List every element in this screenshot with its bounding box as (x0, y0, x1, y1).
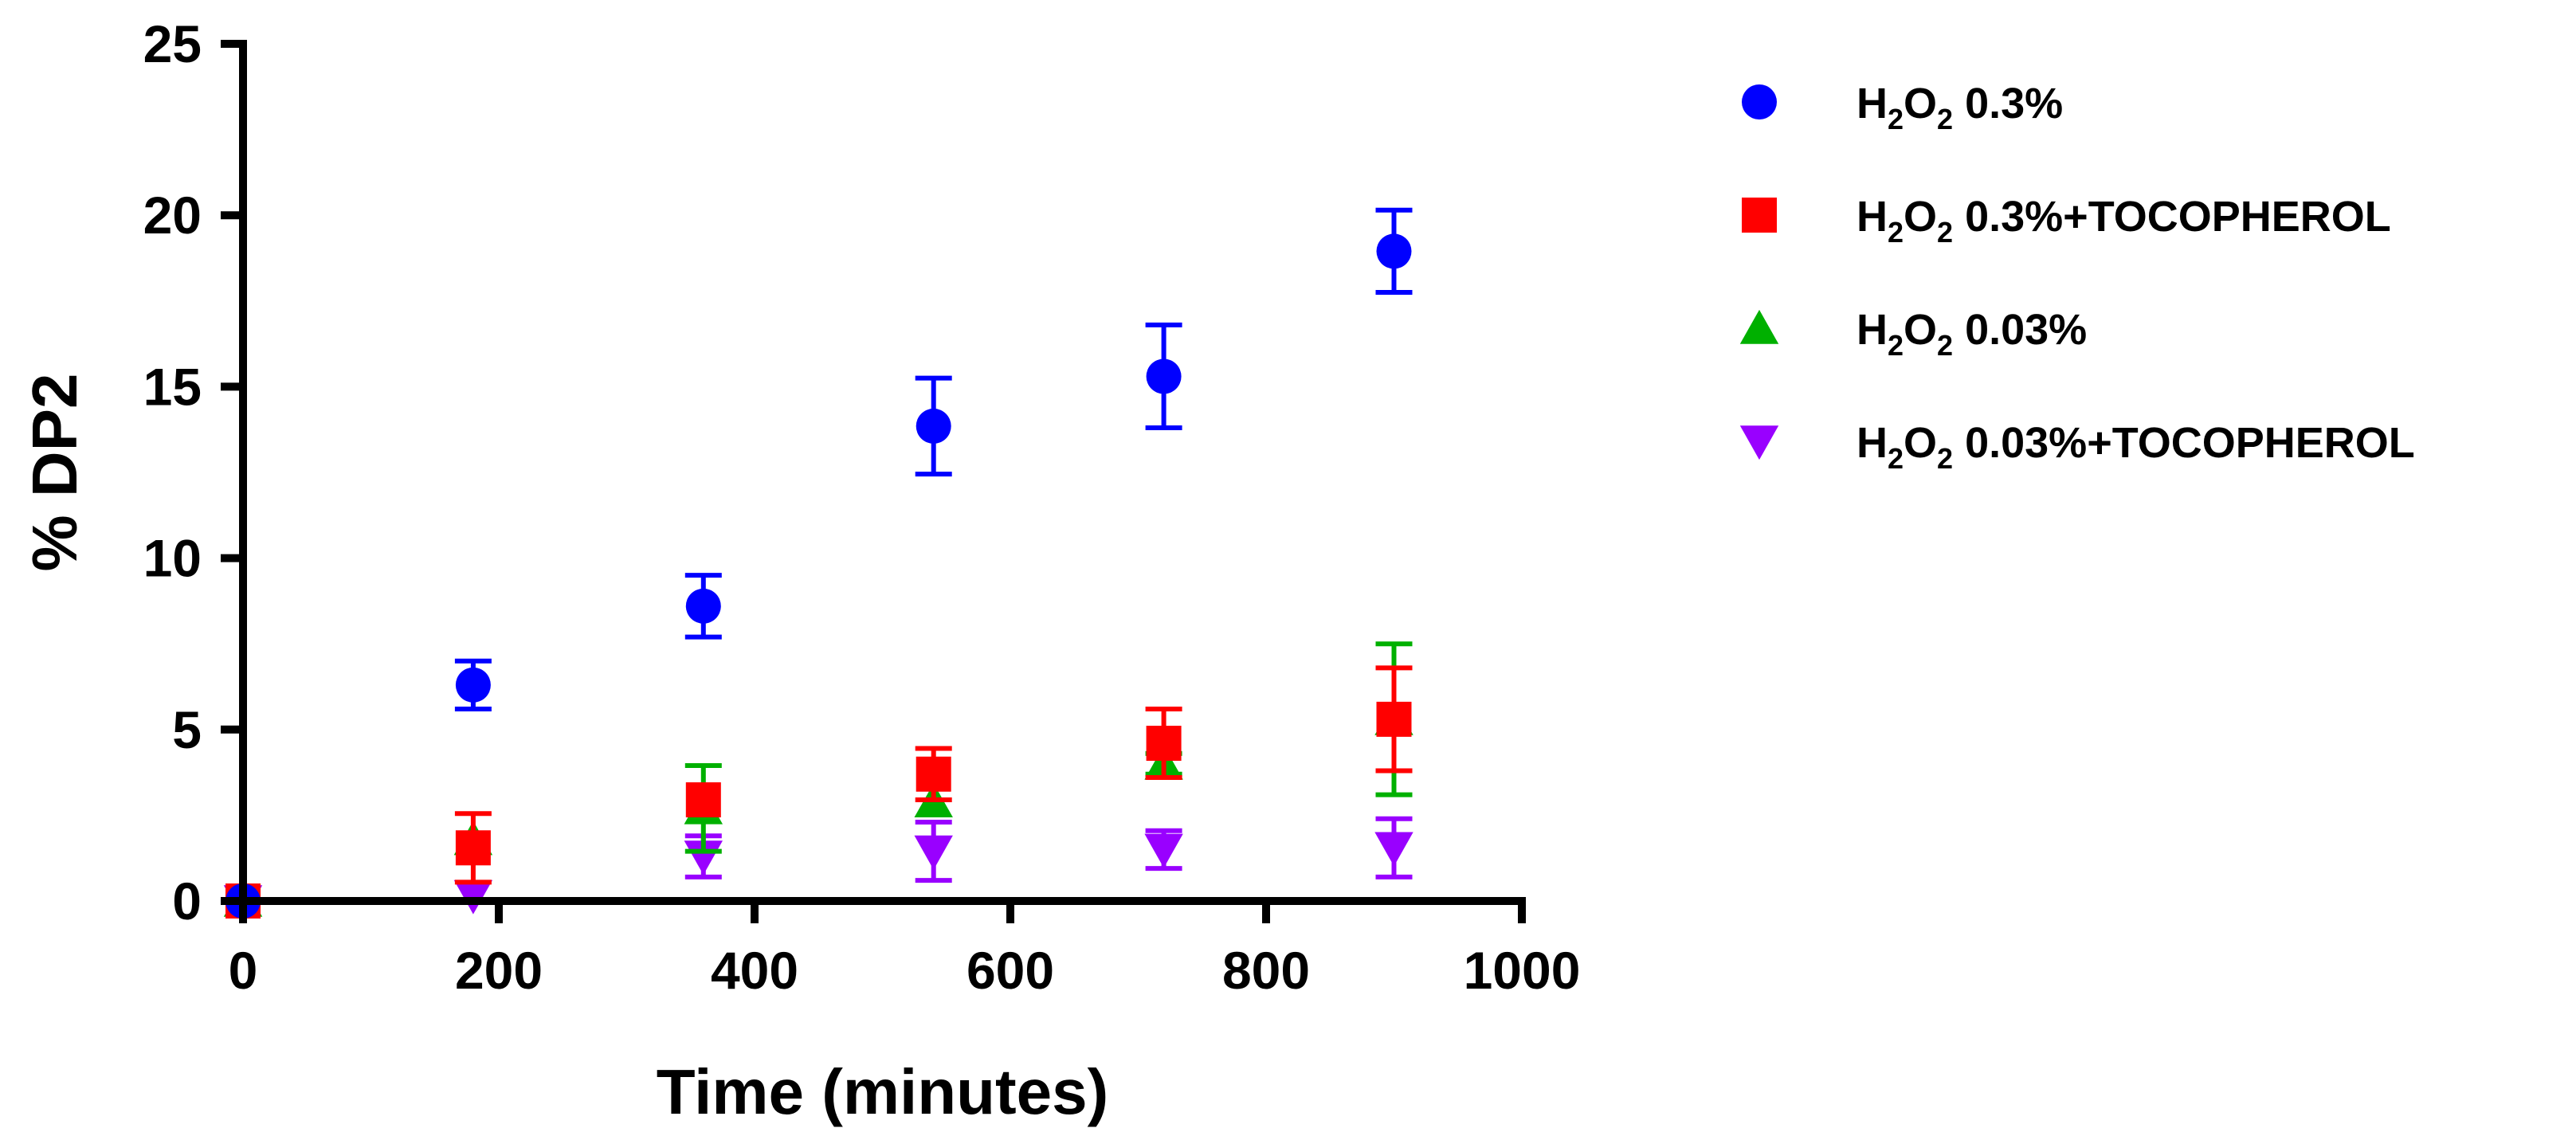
y-tick-label-1: 5 (172, 700, 202, 759)
data-point-3-4 (1144, 833, 1183, 868)
series-0 (225, 207, 1413, 919)
legend-item-1: H2O2 0.3%+TOCOPHEROL (1742, 193, 2391, 249)
legend-label-2: H2O2 0.03% (1857, 306, 2087, 362)
y-tick-label-0: 0 (172, 872, 202, 930)
x-axis-title: Time (minutes) (657, 1056, 1109, 1127)
x-tick-label-3: 600 (966, 941, 1054, 1000)
x-tick-label-4: 800 (1222, 941, 1310, 1000)
data-point-0-5 (1376, 233, 1412, 269)
x-tick-label-2: 400 (711, 941, 798, 1000)
x-tick-label-1: 200 (455, 941, 543, 1000)
data-point-0-1 (455, 667, 491, 703)
y-tick-label-5: 25 (143, 14, 202, 73)
data-point-1-3 (916, 756, 951, 792)
chart-legend: H2O2 0.3% H2O2 0.3%+TOCOPHEROL H2O2 0.03% H… (1739, 80, 2415, 475)
data-point-1-4 (1146, 726, 1182, 762)
data-point-1-5 (1376, 701, 1412, 737)
legend-item-2: H2O2 0.03% (1739, 306, 2087, 362)
legend-label-0: H2O2 0.3% (1857, 80, 2063, 135)
legend-item-0: H2O2 0.3% (1742, 80, 2063, 135)
y-tick-label-4: 20 (143, 186, 202, 245)
x-tick-label-5: 1000 (1464, 941, 1581, 1000)
chart-axes: 0 200 400 600 800 1000 0 5 10 15 20 25 Time (minutes… (19, 14, 1580, 1127)
y-axis-title: % DP2 (19, 374, 90, 572)
data-point-3-3 (914, 835, 953, 870)
legend-item-3: H2O2 0.03%+TOCOPHEROL (1739, 419, 2415, 475)
data-point-1-2 (685, 782, 721, 818)
data-point-1-1 (455, 830, 491, 866)
y-tick-label-2: 10 (143, 529, 202, 588)
legend-marker-0 (1742, 84, 1777, 119)
legend-marker-2 (1739, 309, 1779, 344)
series-2 (223, 641, 1413, 917)
data-point-0-3 (916, 408, 951, 444)
data-point-0-4 (1146, 358, 1182, 394)
data-point-0-2 (685, 588, 721, 624)
series-1 (225, 665, 1413, 919)
legend-marker-3 (1739, 425, 1779, 460)
legend-label-1: H2O2 0.3%+TOCOPHEROL (1857, 193, 2391, 249)
x-tick-label-0: 0 (229, 941, 258, 1000)
y-tick-label-3: 15 (143, 357, 202, 416)
legend-marker-1 (1742, 198, 1777, 233)
data-point-3-5 (1374, 832, 1413, 867)
legend-label-3: H2O2 0.03%+TOCOPHEROL (1857, 419, 2415, 475)
chart-marks (223, 207, 1413, 920)
